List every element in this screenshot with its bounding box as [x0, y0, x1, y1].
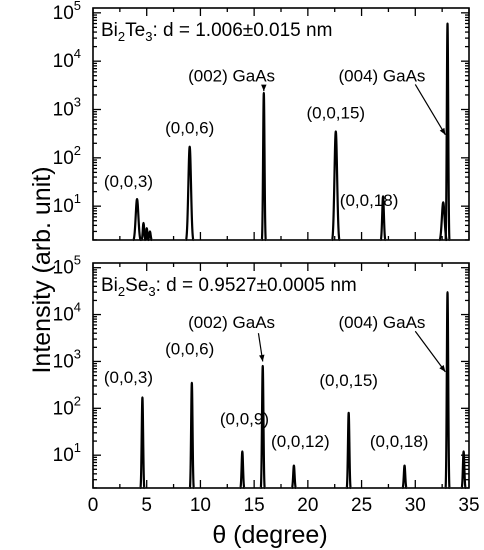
- y-tick-label: 102: [53, 393, 81, 419]
- arrow-head: [439, 365, 446, 372]
- x-tick-label: 35: [458, 495, 479, 516]
- diffraction-peak: [132, 198, 142, 242]
- y-tick-label: 102: [53, 143, 81, 169]
- arrow-head: [259, 354, 265, 362]
- diffraction-peak: [188, 381, 195, 490]
- arrow-head: [261, 84, 267, 92]
- diffraction-peak: [290, 464, 297, 490]
- peak-label: (0,0,12): [271, 432, 330, 451]
- peak-label: (004) GaAs: [339, 313, 426, 332]
- panel-title: Bi2Se3: d = 0.9527±0.0005 nm: [101, 275, 357, 299]
- peak-label: (0,0,18): [340, 191, 399, 210]
- peak-label: (004) GaAs: [339, 66, 426, 85]
- y-tick-label: 105: [53, 0, 81, 24]
- y-tick-label: 103: [53, 95, 81, 121]
- diffraction-peak: [146, 230, 154, 242]
- diffraction-peak: [330, 130, 341, 242]
- y-tick-label: 104: [53, 46, 81, 72]
- diffraction-peak: [460, 450, 467, 490]
- arrow-head: [439, 127, 446, 135]
- peak-label: (0,0,9): [220, 410, 269, 429]
- x-tick-label: 10: [190, 495, 211, 516]
- peak-label: (0,0,15): [306, 104, 365, 123]
- diffraction-peak: [239, 450, 246, 490]
- panel-1: 101 102 103 104 105 (0,0,3) (0,0,6) (002) GaAs (…: [53, 0, 470, 242]
- diffraction-peak: [139, 396, 146, 490]
- diffraction-peak: [379, 195, 387, 242]
- peak-label: (0,0,6): [165, 118, 214, 137]
- y-tick-label: 101: [53, 440, 81, 466]
- x-tick-label: 20: [297, 495, 318, 516]
- panel-2: 101 102 103 104 105 (0,0,3) (0,0,6) (002) GaAs (…: [53, 253, 470, 490]
- diffraction-peak: [345, 411, 352, 490]
- x-tick-label: 30: [405, 495, 426, 516]
- peak-label: (0,0,18): [370, 432, 429, 451]
- x-tick-label: 25: [351, 495, 372, 516]
- x-tick-label: 0: [88, 495, 99, 516]
- y-tick-label: 104: [53, 300, 81, 326]
- panel-title: Bi2Te3: d = 1.006±0.015 nm: [101, 20, 332, 44]
- peak-label: (0,0,15): [319, 371, 378, 390]
- diffraction-peak: [184, 145, 195, 242]
- y-tick-label: 105: [53, 253, 81, 279]
- diffraction-peak: [444, 291, 451, 490]
- arrow-line: [414, 330, 446, 373]
- y-tick-label: 103: [53, 346, 81, 372]
- diffraction-peak: [260, 91, 267, 242]
- peak-label: (002) GaAs: [188, 313, 275, 332]
- x-tick-label: 15: [244, 495, 265, 516]
- y-tick-label: 101: [53, 191, 81, 217]
- diffraction-peak: [444, 22, 451, 242]
- peak-label: (0,0,3): [104, 368, 153, 387]
- arrow-line: [414, 84, 446, 136]
- x-tick-label: 5: [141, 495, 152, 516]
- peak-label: (0,0,6): [165, 340, 214, 359]
- y-axis-label: Intensity (arb. unit): [28, 166, 56, 373]
- diffraction-peak: [401, 464, 408, 490]
- x-axis-label: θ (degree): [212, 521, 327, 549]
- peak-label: (002) GaAs: [188, 66, 275, 85]
- peak-label: (0,0,3): [104, 172, 153, 191]
- diffraction-peak: [259, 364, 266, 490]
